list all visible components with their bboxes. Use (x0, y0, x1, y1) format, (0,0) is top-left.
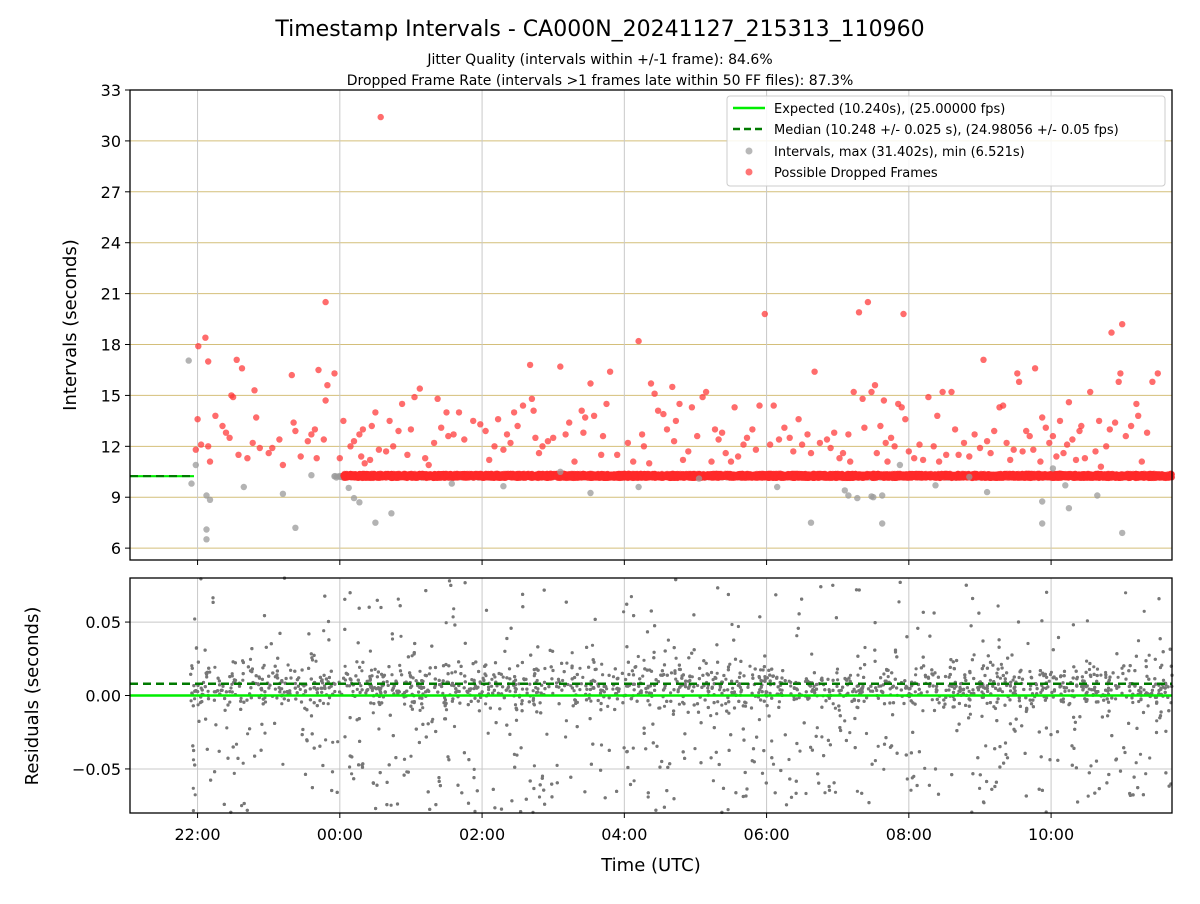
chart-subtitle-jitter: Jitter Quality (intervals within +/-1 fr… (426, 52, 772, 68)
interval-point (333, 474, 339, 480)
chart-subtitle-dropped: Dropped Frame Rate (intervals >1 frames … (347, 73, 854, 89)
chart-title: Timestamp Intervals - CA000N_20241127_21… (274, 17, 924, 42)
